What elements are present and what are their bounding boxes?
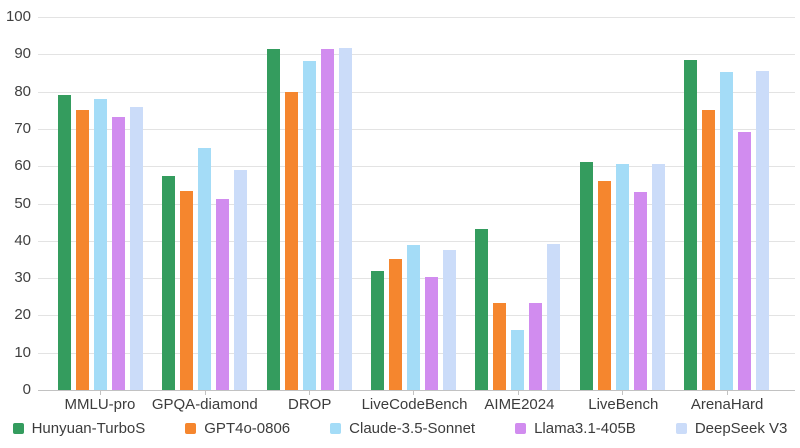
y-tick-label: 0 xyxy=(22,381,31,398)
legend-label: Llama3.1-405B xyxy=(534,420,636,437)
gridline xyxy=(38,54,795,56)
legend-swatch-icon xyxy=(185,423,197,434)
bar xyxy=(111,116,125,390)
bar xyxy=(234,169,248,390)
legend-swatch-icon xyxy=(515,423,527,434)
legend-item: Claude-3.5-Sonnet xyxy=(330,420,475,437)
bar xyxy=(75,110,89,390)
y-tick-label: 10 xyxy=(14,343,31,361)
legend-item: GPT4o-0806 xyxy=(185,420,290,437)
gridline xyxy=(38,240,795,242)
bar-group xyxy=(48,17,152,395)
bar xyxy=(702,110,716,390)
bar xyxy=(320,49,334,390)
bar-group xyxy=(570,17,674,395)
legend-item: Llama3.1-405B xyxy=(515,420,636,437)
x-tick xyxy=(517,391,519,395)
bar xyxy=(597,181,611,390)
y-tick-label: 60 xyxy=(14,157,31,175)
gridline xyxy=(38,203,795,205)
bar xyxy=(579,162,593,390)
bar xyxy=(162,175,176,390)
y-tick-label: 100 xyxy=(5,8,31,25)
legend-label: Claude-3.5-Sonnet xyxy=(349,420,476,437)
bar xyxy=(406,245,420,390)
bar xyxy=(302,60,316,390)
bar xyxy=(738,131,752,390)
bar xyxy=(651,164,665,390)
bar-group xyxy=(466,17,570,395)
gridline xyxy=(38,166,795,168)
legend-label: Hunyuan-TurboS xyxy=(31,420,146,437)
x-category-label: LiveCodeBench xyxy=(361,396,468,413)
x-tick xyxy=(309,391,311,395)
x-category-label: AIME2024 xyxy=(484,396,555,413)
bar xyxy=(57,95,71,390)
x-tick xyxy=(622,391,624,395)
bar xyxy=(615,164,629,390)
y-tick-label: 90 xyxy=(14,45,31,63)
x-category-label: ArenaHard xyxy=(690,396,764,413)
bar xyxy=(129,106,143,390)
bar xyxy=(633,192,647,390)
bar xyxy=(493,303,507,390)
bar xyxy=(198,147,212,390)
x-category-label: GPQA-diamond xyxy=(151,396,258,413)
legend-swatch-icon xyxy=(330,423,342,434)
bar-group xyxy=(257,17,361,395)
y-tick-label: 20 xyxy=(14,306,31,324)
gridline xyxy=(38,17,795,18)
legend: Hunyuan-TurboS GPT4o-0806 Claude-3.5-Sonne… xyxy=(0,420,800,437)
legend-item: DeepSeek V3 xyxy=(675,420,788,437)
legend-label: GPT4o-0806 xyxy=(204,420,291,437)
gridline xyxy=(38,91,795,93)
bar xyxy=(388,259,402,390)
bar xyxy=(442,250,456,390)
bar xyxy=(720,72,734,390)
legend-swatch-icon xyxy=(675,423,687,434)
bar xyxy=(547,243,561,390)
bar xyxy=(284,92,298,390)
bar xyxy=(511,330,525,390)
bar-group xyxy=(361,17,465,395)
bar xyxy=(684,59,698,390)
y-tick-label: 40 xyxy=(14,231,31,249)
x-tick xyxy=(726,391,728,395)
x-category-label: LiveBench xyxy=(588,396,659,413)
x-axis: MMLU-pro GPQA-diamond DROP LiveCodeBench AIM… xyxy=(38,395,795,414)
legend-label: DeepSeek V3 xyxy=(694,420,788,437)
bar xyxy=(338,48,352,390)
bar xyxy=(529,303,543,390)
y-axis: 0 10 20 30 40 50 60 70 80 90 100 xyxy=(0,8,31,398)
bar xyxy=(475,228,489,390)
bar xyxy=(266,48,280,390)
legend-item: Hunyuan-TurboS xyxy=(12,420,146,437)
bar xyxy=(216,199,230,390)
legend-swatch-icon xyxy=(12,423,24,434)
bar xyxy=(180,191,194,390)
y-tick-label: 70 xyxy=(14,119,31,137)
bar-group xyxy=(675,17,779,395)
plot-area xyxy=(38,17,795,395)
x-tick xyxy=(413,391,415,395)
x-tick xyxy=(204,391,206,395)
y-tick-label: 30 xyxy=(14,269,31,287)
bar xyxy=(756,71,770,390)
x-category-label: DROP xyxy=(287,396,332,413)
bar-groups xyxy=(38,17,795,395)
bar-group xyxy=(152,17,256,395)
x-tick xyxy=(100,391,102,395)
y-tick-label: 50 xyxy=(14,194,31,212)
x-axis-line xyxy=(38,390,795,391)
bar xyxy=(93,99,107,390)
bar xyxy=(370,270,384,390)
bar xyxy=(424,276,438,390)
x-category-label: MMLU-pro xyxy=(64,396,136,413)
y-tick-label: 80 xyxy=(14,82,31,100)
gridline xyxy=(38,128,795,130)
